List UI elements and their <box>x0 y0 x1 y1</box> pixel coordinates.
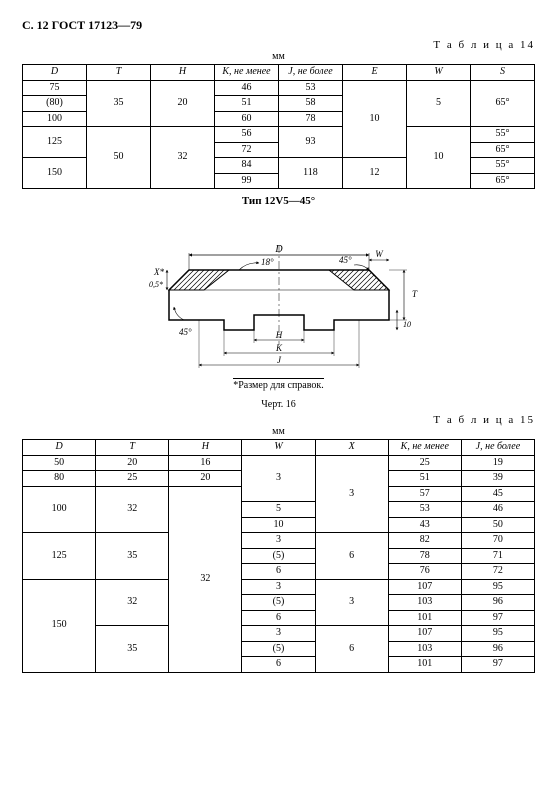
table15-unit: мм <box>22 426 535 437</box>
dim-H: H <box>274 330 282 340</box>
table-row: 353610795 <box>23 626 535 642</box>
col-E: E <box>343 65 407 81</box>
dim-W: W <box>375 249 384 259</box>
table-row: 502016 3 3 2519 <box>23 455 535 471</box>
page-header: С. 12 ГОСТ 17123—79 <box>22 18 535 33</box>
dim-45b: 45° <box>179 327 192 337</box>
table-row: 75 35 20 46 53 10 5 65° <box>23 80 535 96</box>
table-row: D T H W X K, не менее J, не более <box>23 440 535 456</box>
col-W: W <box>407 65 471 81</box>
col-J: J, не более <box>279 65 343 81</box>
dim-10: 10 <box>403 320 411 329</box>
figure-note: *Размер для справок. <box>233 378 324 391</box>
col-J: J, не более <box>461 440 534 456</box>
col-S: S <box>471 65 535 81</box>
dim-half: 0,5* <box>149 280 163 289</box>
table-row: D T H K, не менее J, не более E W S <box>23 65 535 81</box>
col-D: D <box>23 65 87 81</box>
col-K: K, не менее <box>215 65 279 81</box>
table14: D T H K, не менее J, не более E W S 75 3… <box>22 64 535 189</box>
dim-D: D <box>274 244 283 255</box>
col-X: X <box>315 440 388 456</box>
col-K: K, не менее <box>388 440 461 456</box>
table-row: 150323310795 <box>23 579 535 595</box>
dim-K: K <box>274 343 282 353</box>
table15: D T H W X K, не менее J, не более 502016… <box>22 439 535 673</box>
table-row: 125 50 32 56 93 10 55° <box>23 127 535 143</box>
col-D: D <box>23 440 96 456</box>
col-T: T <box>87 65 151 81</box>
col-H: H <box>151 65 215 81</box>
table15-caption: Т а б л и ц а 15 <box>22 414 535 426</box>
table-row: 12535368270 <box>23 533 535 549</box>
dim-X: X* <box>153 267 164 277</box>
figure-number: Черт. 16 <box>22 399 535 410</box>
table14-caption: Т а б л и ц а 14 <box>22 39 535 51</box>
figure-title: Тип 12V5—45° <box>22 195 535 207</box>
dim-T: T <box>412 289 418 299</box>
dim-18: 18° <box>261 257 274 267</box>
technical-drawing: D 18° 45° 45° W T 10 X* 0,5* <box>22 215 535 393</box>
dim-45a: 45° <box>339 255 352 265</box>
col-H: H <box>169 440 242 456</box>
dim-J: J <box>277 355 282 365</box>
table14-unit: мм <box>22 51 535 62</box>
col-W: W <box>242 440 315 456</box>
col-T: T <box>96 440 169 456</box>
